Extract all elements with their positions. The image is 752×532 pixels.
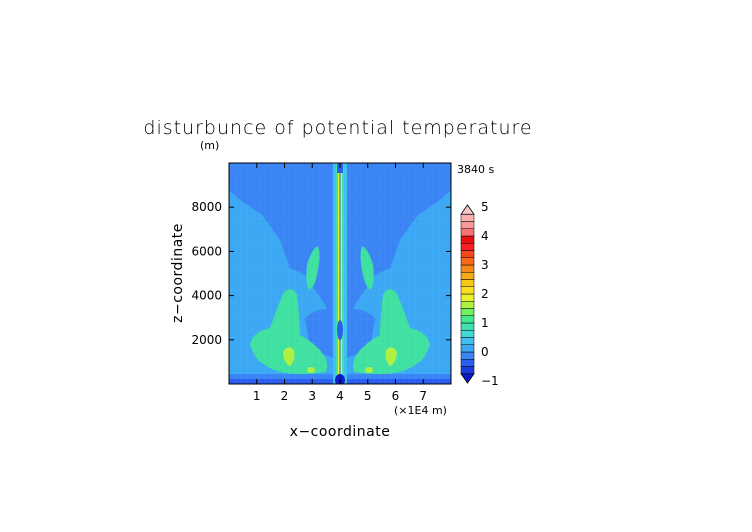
colorbar-segment	[460, 286, 475, 295]
colorbar-segment	[460, 308, 475, 316]
colorbar-segment	[460, 337, 475, 345]
y-axis: 2000 4000 6000 8000	[191, 200, 451, 347]
x-tick-label: 6	[392, 389, 400, 403]
x-axis: 1 2 3 4 5 6 7	[253, 163, 427, 403]
colorbar-segment	[460, 301, 475, 309]
colorbar-tick-label: 2	[481, 287, 489, 301]
chart-title: disturbunce of potential temperature	[143, 117, 532, 139]
colorbar-segment	[460, 359, 475, 367]
colorbar: −1 0 1 2 3 4 5	[460, 200, 499, 388]
x-tick-label: 4	[336, 389, 344, 403]
colorbar-tick-label: 3	[481, 258, 489, 272]
colorbar-segment	[460, 257, 475, 266]
y-tick-label: 8000	[191, 200, 222, 214]
colorbar-segment	[460, 264, 475, 273]
colorbar-tick-label: 4	[481, 229, 489, 243]
colorbar-segment	[460, 315, 475, 324]
x-tick-label: 2	[281, 389, 289, 403]
colorbar-tick-label: 1	[481, 316, 489, 330]
colorbar-segment	[460, 330, 475, 338]
contour-field	[229, 163, 451, 384]
field-grid-texture	[229, 163, 451, 384]
colorbar-segment	[460, 351, 475, 360]
colorbar-segment	[460, 228, 475, 237]
x-tick-label: 1	[253, 389, 261, 403]
colorbar-segment	[460, 221, 475, 229]
colorbar-tick-label: 0	[481, 345, 489, 359]
x-unit-label: (×1E4 m)	[394, 404, 447, 417]
y-axis-label: z−coordinate	[170, 223, 186, 323]
colorbar-tick-label: 5	[481, 200, 489, 214]
x-axis-label: x−coordinate	[290, 424, 391, 440]
colorbar-segment	[460, 322, 475, 331]
colorbar-segment	[460, 250, 475, 258]
colorbar-segment	[460, 243, 475, 251]
colorbar-segment	[460, 366, 475, 374]
colorbar-segment	[460, 272, 475, 280]
colorbar-segment	[460, 214, 475, 222]
colorbar-segment	[460, 293, 475, 302]
y-unit-label: (m)	[200, 139, 219, 152]
y-tick-label: 2000	[191, 333, 222, 347]
x-tick-label: 3	[308, 389, 316, 403]
y-tick-label: 4000	[191, 289, 222, 303]
colorbar-bottom-triangle	[460, 373, 475, 384]
colorbar-segment	[460, 344, 475, 353]
x-tick-label: 7	[419, 389, 427, 403]
colorbar-segment	[460, 279, 475, 287]
colorbar-tick-label: −1	[481, 374, 499, 388]
y-tick-label: 6000	[191, 244, 222, 258]
colorbar-segment	[460, 235, 475, 244]
time-label: 3840 s	[457, 163, 494, 176]
colorbar-top-triangle	[460, 204, 475, 215]
x-tick-label: 5	[364, 389, 372, 403]
